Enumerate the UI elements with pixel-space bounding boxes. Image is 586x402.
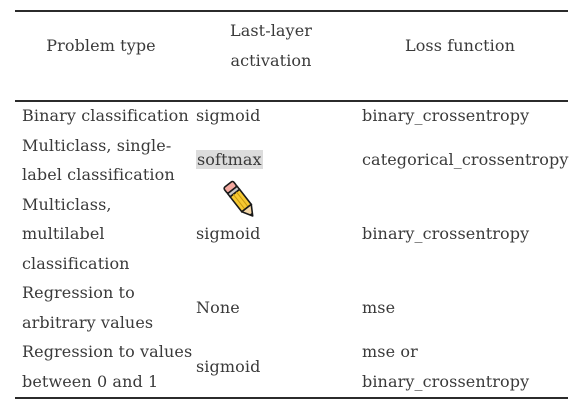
- problem-type-cell-line2: multilabel: [22, 224, 105, 243]
- problem-type-cell-line1: Multiclass, single-: [22, 135, 172, 155]
- header-loss-function: Loss function: [404, 36, 516, 55]
- activation-cell: None: [196, 297, 240, 317]
- activation-cell: sigmoid: [196, 357, 261, 376]
- loss-cell-line1: mse or: [362, 342, 418, 361]
- loss-cell: mse: [362, 297, 396, 317]
- header-activation-line2: activation: [230, 50, 312, 70]
- activation-cell: sigmoid: [196, 224, 261, 243]
- problem-type-cell-line2: arbitrary values: [22, 312, 154, 332]
- table-header-rule: [15, 100, 568, 102]
- problem-type-cell-line2: label classification: [22, 165, 175, 184]
- problem-type-cell-line2: between 0 and 1: [22, 371, 159, 391]
- problem-type-cell-line1: Regression to: [22, 283, 135, 302]
- table-top-rule: [15, 10, 568, 12]
- loss-cell: binary_crossentropy: [362, 106, 530, 125]
- table-bottom-rule: [15, 397, 568, 399]
- highlighted-selection: softmax: [196, 150, 263, 169]
- header-activation-line1: Last-layer: [229, 21, 313, 40]
- loss-cell: categorical_crossentropy: [362, 150, 569, 169]
- activation-cell: sigmoid: [196, 106, 261, 125]
- loss-cell: binary_crossentropy: [362, 224, 530, 243]
- problem-type-cell-line1: Multiclass,: [22, 194, 112, 214]
- loss-cell-line2: binary_crossentropy: [362, 371, 530, 391]
- problem-type-cell-line3: classification: [22, 253, 130, 273]
- activation-cell: softmax: [196, 145, 263, 175]
- pencil-icon[interactable]: [222, 178, 260, 224]
- problem-type-cell-line1: Regression to values: [22, 342, 193, 361]
- problem-type-cell: Binary classification: [22, 106, 189, 125]
- header-problem-type: Problem type: [46, 36, 156, 55]
